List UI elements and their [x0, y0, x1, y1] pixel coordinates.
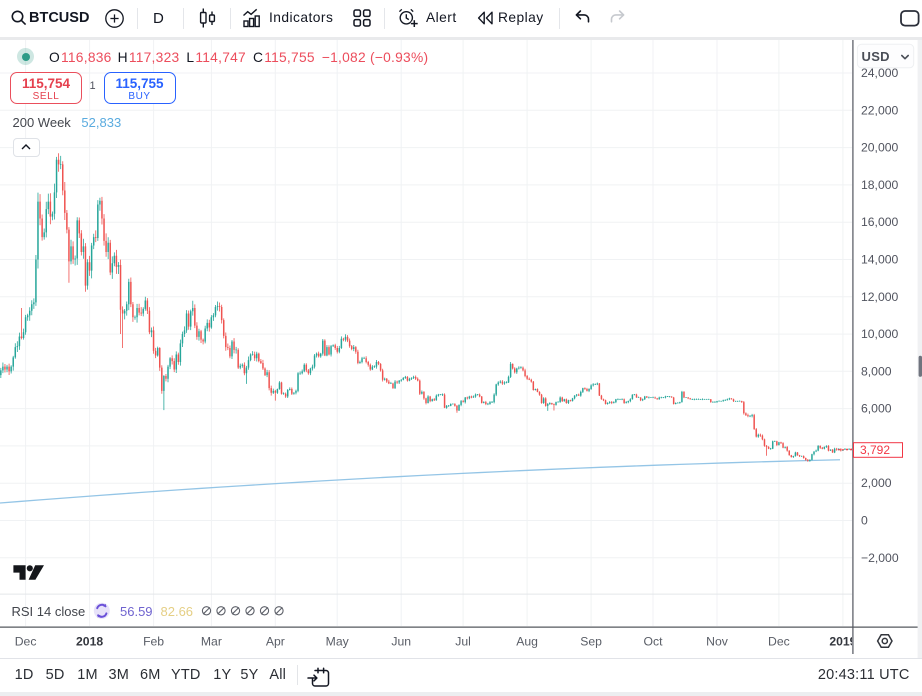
svg-text:3,792: 3,792	[860, 443, 890, 457]
svg-text:USD: USD	[862, 49, 890, 64]
svg-text:2018: 2018	[76, 635, 103, 649]
svg-text:Nov: Nov	[706, 635, 729, 649]
svg-text:Sep: Sep	[580, 635, 602, 649]
svg-text:8,000: 8,000	[861, 364, 892, 378]
svg-text:16,000: 16,000	[861, 215, 898, 229]
svg-text:22,000: 22,000	[861, 103, 898, 117]
svg-text:Mar: Mar	[201, 635, 222, 649]
svg-text:Oct: Oct	[644, 635, 664, 649]
svg-text:20,000: 20,000	[861, 141, 898, 155]
svg-text:Dec: Dec	[15, 635, 37, 649]
svg-text:Apr: Apr	[266, 635, 285, 649]
svg-text:14,000: 14,000	[861, 253, 898, 267]
svg-text:10,000: 10,000	[861, 327, 898, 341]
svg-text:24,000: 24,000	[861, 66, 898, 80]
svg-text:12,000: 12,000	[861, 290, 898, 304]
svg-text:2,000: 2,000	[861, 476, 892, 490]
svg-text:Jun: Jun	[391, 635, 411, 649]
svg-text:18,000: 18,000	[861, 178, 898, 192]
svg-text:Dec: Dec	[768, 635, 790, 649]
svg-text:0: 0	[861, 514, 868, 528]
svg-text:2019: 2019	[829, 635, 856, 649]
svg-text:Jul: Jul	[455, 635, 471, 649]
svg-text:May: May	[326, 635, 350, 649]
svg-text:6,000: 6,000	[861, 402, 892, 416]
svg-text:Feb: Feb	[143, 635, 164, 649]
svg-text:Aug: Aug	[516, 635, 538, 649]
svg-text:−2,000: −2,000	[861, 551, 899, 565]
